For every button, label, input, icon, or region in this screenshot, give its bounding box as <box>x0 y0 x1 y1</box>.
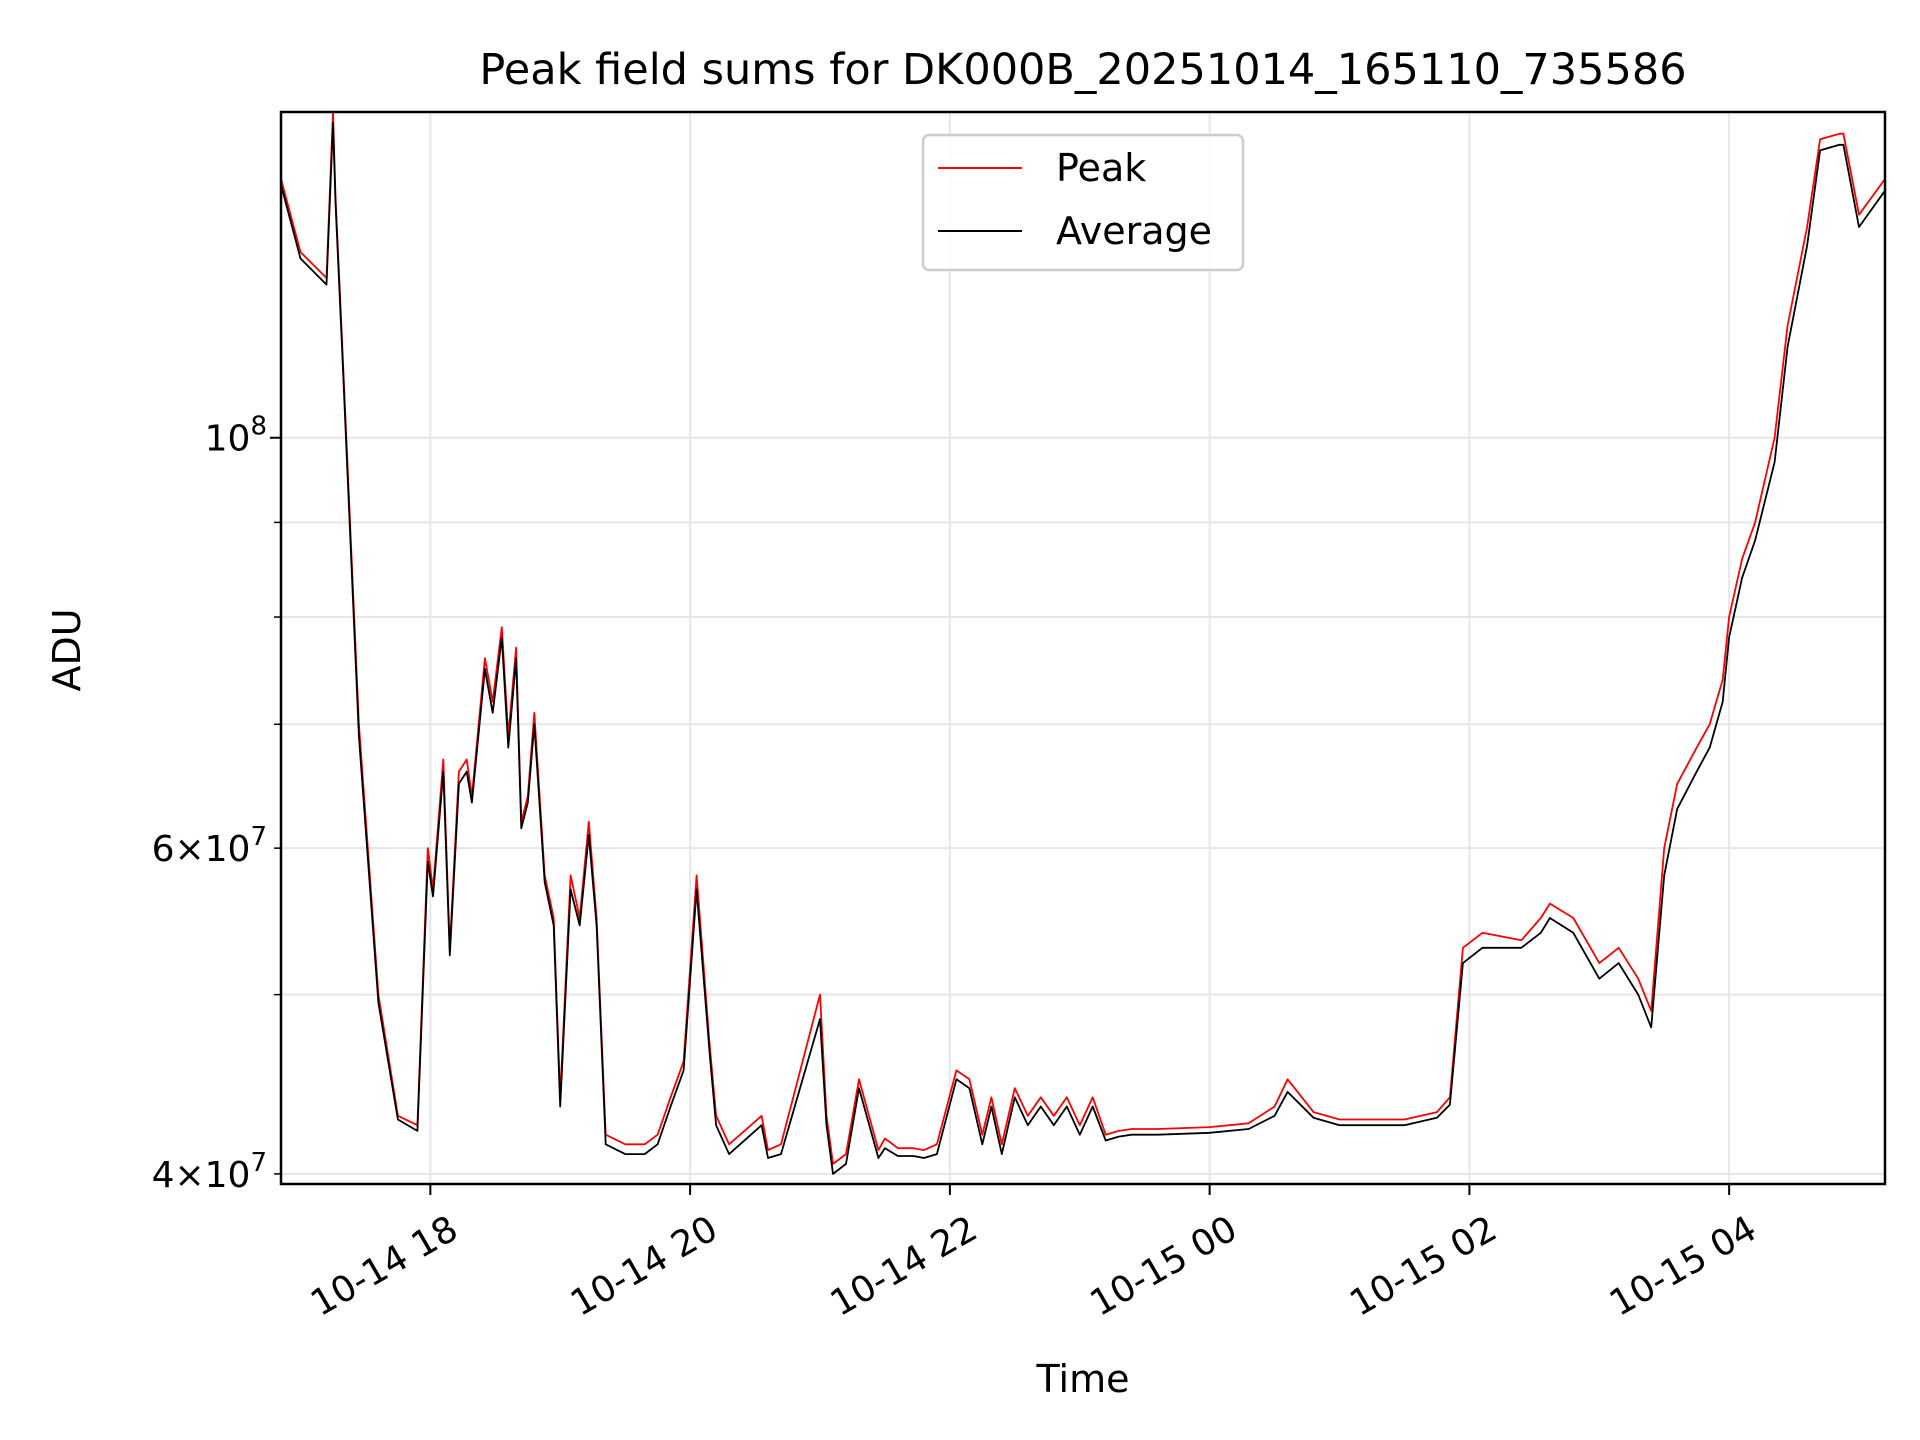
legend: Peak Average <box>921 133 1245 272</box>
legend-label-average: Average <box>1056 209 1212 253</box>
x-tick-label: 10-14 22 <box>824 1208 985 1324</box>
y-tick-label: 4×107 <box>152 1148 267 1196</box>
legend-label-peak: Peak <box>1056 146 1146 190</box>
series-line-peak <box>280 111 1886 1165</box>
chart-title: Peak field sums for DK000B_20251014_1651… <box>479 45 1686 95</box>
plot-area-frame <box>279 110 1887 1186</box>
series-line-average <box>280 121 1886 1175</box>
x-axis: 10-14 18 10-14 20 10-14 22 10-15 00 10-15 02… <box>304 1184 1764 1325</box>
grid <box>281 112 1885 1184</box>
x-tick-label: 10-15 04 <box>1603 1208 1764 1324</box>
x-tick-label: 10-14 20 <box>564 1208 725 1324</box>
y-axis: 4×107 6×107 108 <box>152 412 281 1196</box>
y-tick-label: 108 <box>205 412 267 460</box>
x-tick-label: 10-15 02 <box>1343 1208 1504 1324</box>
x-tick-label: 10-15 00 <box>1083 1208 1244 1324</box>
x-axis-label: Time <box>1036 1357 1130 1401</box>
y-tick-label: 6×107 <box>152 822 267 870</box>
y-axis-label: ADU <box>45 608 89 691</box>
plot-lines <box>280 111 1886 1175</box>
x-tick-label: 10-14 18 <box>304 1208 465 1324</box>
